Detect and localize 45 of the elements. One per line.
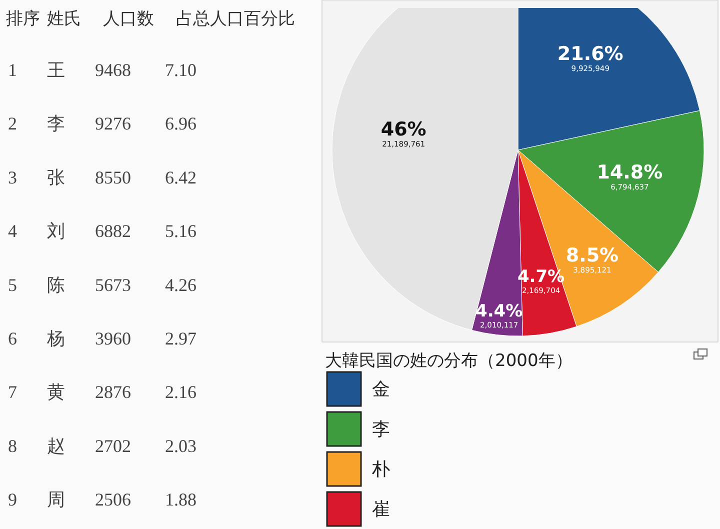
data-label: 8	[8, 436, 17, 456]
data-label: 9276	[95, 114, 131, 134]
data-label: 6	[8, 328, 17, 348]
category-label: 刘	[47, 221, 65, 242]
data-label: 4	[8, 221, 17, 242]
text: 占总人口百分比	[176, 9, 295, 29]
data-label: 7	[8, 382, 17, 402]
data-label: 2876	[95, 382, 131, 402]
legend-label: 崔	[372, 499, 390, 519]
data-label: 5.16	[165, 221, 196, 242]
data-label: 4.26	[165, 274, 196, 295]
data-label: 6882	[95, 221, 131, 242]
category-label: 赵	[47, 436, 65, 456]
category-label: 周	[47, 490, 65, 510]
category-label: 杨	[46, 328, 65, 348]
category-label: 黄	[47, 382, 65, 402]
text: 人口数	[103, 9, 154, 29]
data-label: 1.88	[165, 490, 196, 510]
data-label: 6.96	[165, 114, 196, 134]
data-label: 8550	[95, 167, 131, 188]
text: 大韓民国の姓の分布（2000年）	[325, 351, 572, 371]
data-label: 2.97	[165, 328, 196, 348]
data-label: 9	[8, 490, 17, 510]
data-label: 3	[8, 167, 17, 188]
data-label: 2506	[95, 490, 131, 510]
data-label: 7.10	[165, 60, 196, 80]
category-label: 李	[47, 114, 65, 134]
legend-label: 金	[372, 379, 390, 399]
data-label: 1	[8, 60, 17, 80]
text: 排序	[6, 9, 40, 29]
category-label: 陈	[47, 274, 65, 295]
data-label: 3960	[95, 328, 131, 348]
data-label: 6.42	[165, 167, 196, 188]
data-label: 9468	[95, 60, 131, 80]
data-label: 5	[8, 274, 17, 295]
data-label: 2	[8, 114, 17, 134]
legend-label: 李	[372, 419, 390, 439]
category-label: 王	[47, 60, 65, 80]
text: 姓氏	[47, 9, 81, 29]
legend-label: 朴	[371, 459, 390, 479]
data-label: 2.03	[165, 436, 196, 456]
data-label: 5673	[95, 274, 131, 295]
category-label: 张	[47, 167, 65, 188]
data-label: 2.16	[165, 382, 196, 402]
data-label: 2702	[95, 436, 131, 456]
